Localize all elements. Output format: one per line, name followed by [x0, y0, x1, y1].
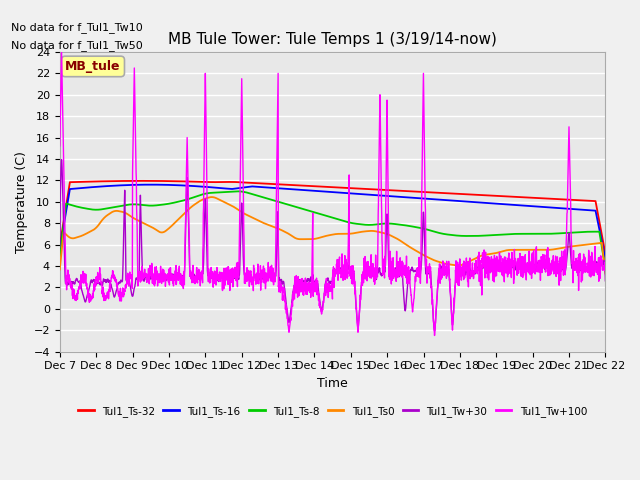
Text: MB_tule: MB_tule: [65, 60, 121, 73]
Legend: Tul1_Ts-32, Tul1_Ts-16, Tul1_Ts-8, Tul1_Ts0, Tul1_Tw+30, Tul1_Tw+100: Tul1_Ts-32, Tul1_Ts-16, Tul1_Ts-8, Tul1_…: [74, 402, 591, 421]
Title: MB Tule Tower: Tule Temps 1 (3/19/14-now): MB Tule Tower: Tule Temps 1 (3/19/14-now…: [168, 32, 497, 47]
Text: No data for f_Tul1_Tw50: No data for f_Tul1_Tw50: [11, 40, 143, 51]
X-axis label: Time: Time: [317, 377, 348, 390]
Text: No data for f_Tul1_Tw10: No data for f_Tul1_Tw10: [11, 22, 143, 33]
Y-axis label: Temperature (C): Temperature (C): [15, 151, 28, 252]
